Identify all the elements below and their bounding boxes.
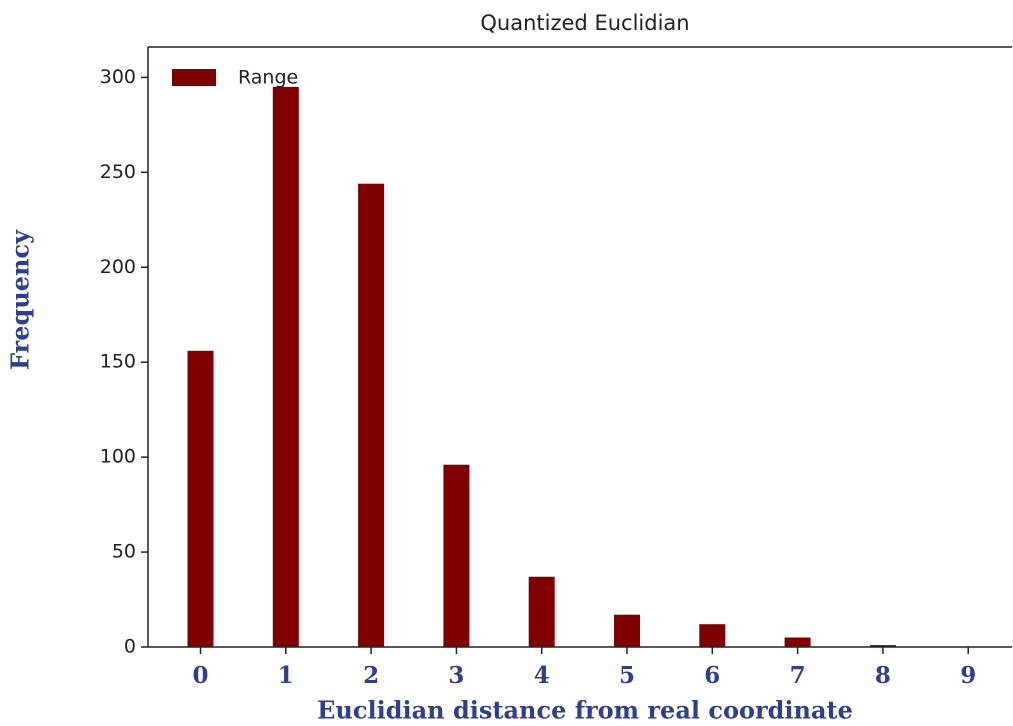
x-tick-label: 1 — [278, 662, 294, 689]
x-tick-label: 9 — [960, 662, 976, 689]
y-tick-label: 100 — [100, 446, 136, 468]
chart-title: Quantized Euclidian — [480, 11, 689, 35]
x-tick-label: 7 — [790, 662, 806, 689]
y-tick-label: 300 — [100, 66, 136, 88]
bar — [869, 645, 896, 647]
x-tick-label: 4 — [534, 662, 550, 689]
bar — [784, 637, 811, 647]
bar — [358, 183, 385, 647]
x-axis-label: Euclidian distance from real coordinate — [317, 696, 853, 725]
y-tick-label: 250 — [100, 161, 136, 183]
bar — [443, 464, 470, 647]
x-tick-label: 5 — [619, 662, 635, 689]
x-tick-label: 2 — [363, 662, 379, 689]
x-tick-label: 6 — [704, 662, 720, 689]
x-tick-label: 3 — [448, 662, 464, 689]
y-tick-label: 200 — [100, 256, 136, 278]
legend-swatch — [172, 69, 216, 86]
bar — [614, 614, 640, 647]
y-tick-label: 0 — [124, 636, 136, 658]
legend-label: Range — [238, 67, 298, 89]
bar — [187, 350, 214, 647]
y-tick-label: 50 — [112, 541, 136, 563]
y-axis-label: Frequency — [6, 229, 35, 370]
bar — [699, 624, 726, 647]
x-tick-label: 0 — [192, 662, 208, 689]
x-tick-label: 8 — [875, 662, 891, 689]
y-tick-label: 150 — [100, 351, 136, 373]
bar — [528, 576, 555, 647]
bar — [272, 86, 299, 648]
